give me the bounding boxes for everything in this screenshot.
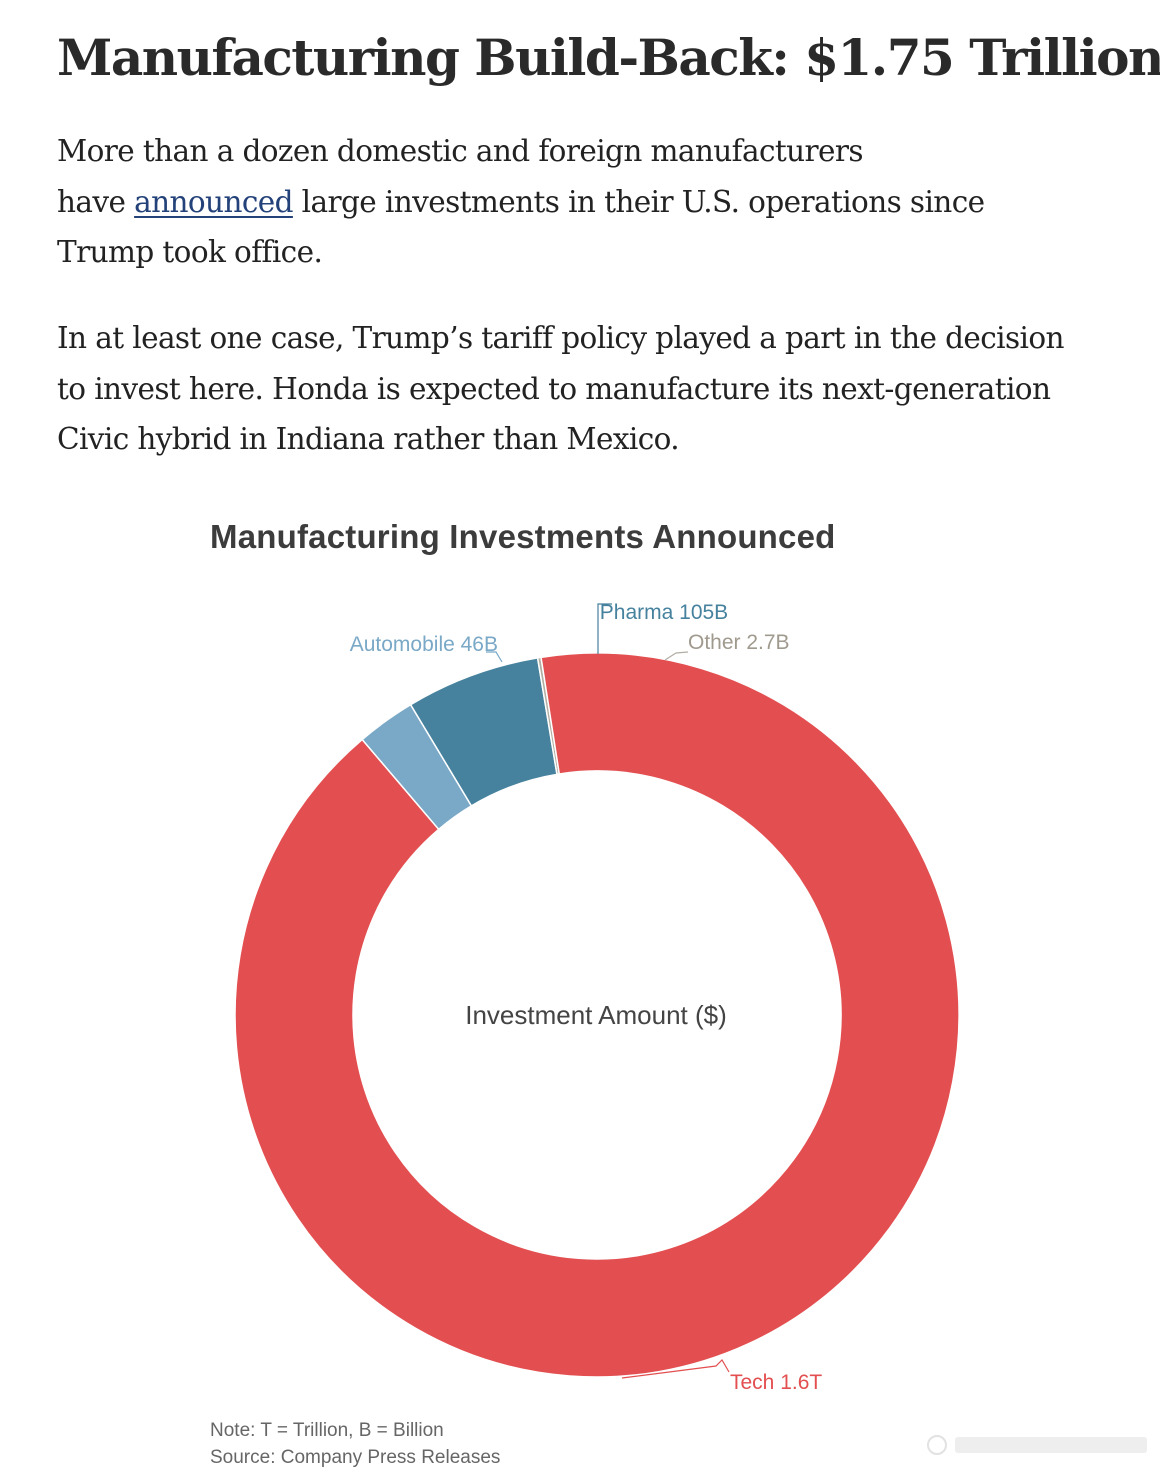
watermark-logo: [927, 1435, 1147, 1455]
chart-source: Source: Company Press Releases: [210, 1447, 501, 1468]
label-leader-lines: [486, 603, 730, 1379]
center-label: Investment Amount ($): [465, 1000, 727, 1030]
leader-line-other: [664, 651, 689, 661]
chart-note: Note: T = Trillion, B = Billion: [210, 1420, 444, 1441]
intro-line-2: have announced large investments in thei…: [57, 177, 1137, 228]
tariff-line-3: Civic hybrid in Indiana rather than Mexi…: [57, 422, 680, 456]
intro-paragraph: More than a dozen domestic and foreign m…: [57, 126, 1137, 278]
intro-line-3: Trump took office.: [57, 235, 323, 269]
slice-label-other: Other 2.7B: [688, 631, 790, 654]
tariff-paragraph: In at least one case, Trump’s tariff pol…: [57, 313, 1137, 465]
intro-line-2-start: have: [57, 184, 135, 219]
tariff-line-1: In at least one case, Trump’s tariff pol…: [57, 321, 1065, 355]
slice-tech: [234, 652, 960, 1378]
donut-slices: [234, 652, 960, 1378]
slice-label-automobile: Automobile 46B: [350, 633, 498, 656]
slice-automobile: [361, 703, 473, 831]
announced-link[interactable]: announced: [134, 184, 293, 219]
intro-line-1: More than a dozen domestic and foreign m…: [57, 134, 864, 168]
leader-line-automobile: [486, 651, 503, 663]
chart-title: Manufacturing Investments Announced: [210, 518, 836, 555]
headline: Manufacturing Build-Back: $1.75 Trillion: [57, 28, 1160, 87]
slice-label-pharma: Pharma 105B: [600, 601, 728, 624]
slice-labels: Pharma 105B Other 2.7B Tech 1.6T Automobile…: [350, 601, 823, 1394]
leader-line-pharma: [597, 603, 612, 654]
tariff-line-2: to invest here. Honda is expected to man…: [57, 371, 1051, 406]
intro-line-2-end: large investments in their U.S. operatio…: [292, 184, 985, 219]
leader-line-tech: [621, 1359, 730, 1379]
slice-label-tech: Tech 1.6T: [730, 1371, 822, 1394]
